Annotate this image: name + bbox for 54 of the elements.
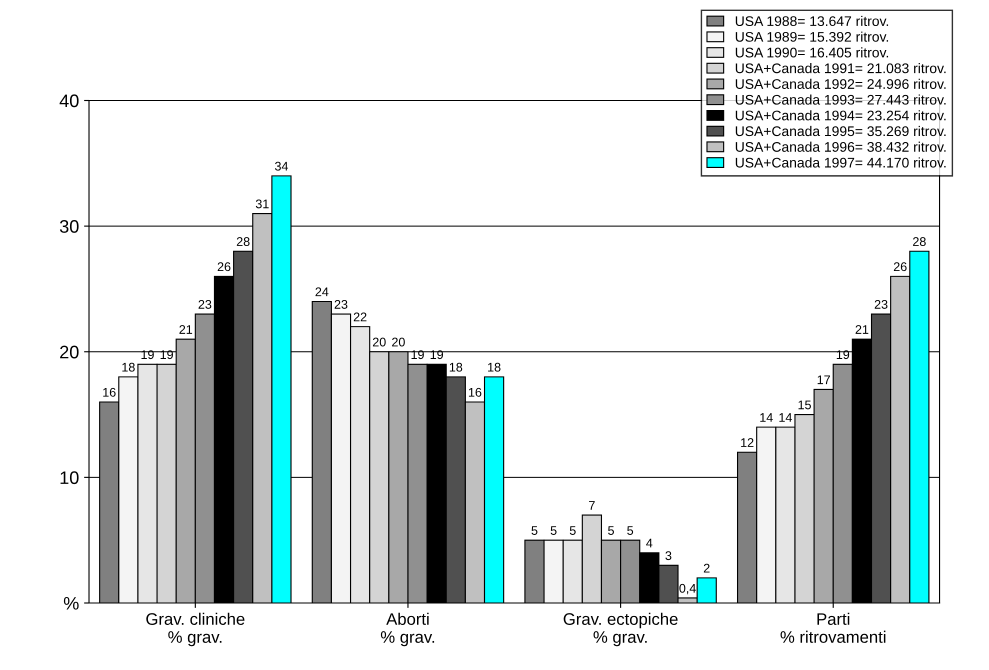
data-label: 28: [913, 237, 926, 246]
data-label: 16: [103, 388, 116, 397]
legend-label: USA 1990= 16.405 ritrov.: [736, 47, 888, 58]
data-label: 0,4: [679, 584, 696, 594]
legend-label: USA 1989= 15.392 ritrov.: [736, 32, 888, 42]
legend-label: USA+Canada 1995= 35.269 ritrov.: [736, 126, 946, 136]
data-label: 17: [818, 375, 830, 384]
x-tick-label: Grav. ectopiche % grav.: [564, 612, 678, 646]
data-label: 5: [550, 526, 557, 535]
data-label: 15: [798, 400, 811, 410]
data-label: 23: [874, 300, 888, 309]
legend-label: USA+Canada 1991= 21.083 ritrov.: [736, 63, 946, 74]
data-label: 16: [468, 388, 482, 397]
data-label: 7: [589, 501, 595, 510]
y-tick-label: 30: [60, 220, 79, 233]
legend-label: USA+Canada 1993= 27.443 ritrov.: [736, 94, 946, 105]
y-tick-label: 20: [60, 346, 79, 358]
data-label: 12: [741, 438, 754, 447]
data-label: 23: [198, 300, 212, 309]
legend-label: USA 1988= 13.647 ritrov.: [736, 16, 888, 26]
legend-label: USA+Canada 1997= 44.170 ritrov.: [736, 157, 946, 168]
data-label: 31: [256, 199, 269, 208]
data-label: 18: [488, 362, 500, 372]
data-label: 22: [354, 312, 366, 322]
data-label: 24: [316, 287, 328, 296]
data-label: 4: [646, 538, 652, 548]
data-label: 26: [894, 262, 907, 272]
legend-label: USA+Canada 1992= 24.996 ritrov.: [736, 78, 946, 89]
data-label: 2: [704, 564, 710, 573]
x-tick-label: Parti % ritrovamenti: [780, 612, 886, 643]
y-tick-label: 10: [60, 471, 79, 484]
data-label: 21: [856, 325, 868, 334]
data-label: 20: [392, 338, 405, 346]
data-label: 18: [122, 362, 135, 372]
y-tick-label: 40: [60, 94, 79, 108]
legend-label: USA+Canada 1996= 38.432 ritrov.: [736, 142, 946, 152]
data-label: 5: [627, 526, 634, 535]
data-label: 14: [760, 413, 773, 422]
data-label: 18: [450, 362, 462, 372]
x-tick-label: Grav. cliniche % grav.: [146, 612, 244, 646]
data-label: 20: [372, 338, 386, 346]
data-label: 5: [532, 526, 538, 535]
data-label: 5: [570, 526, 576, 535]
y-tick-label: %: [64, 597, 79, 610]
data-label: 5: [608, 526, 614, 535]
data-label: 23: [334, 300, 348, 309]
data-label: 34: [274, 162, 288, 171]
x-tick-label: Aborti % grav.: [380, 612, 434, 646]
data-label: 14: [779, 413, 792, 422]
data-label: 3: [665, 551, 672, 560]
legend-label: USA+Canada 1994= 23.254 ritrov.: [736, 110, 946, 120]
data-label: 28: [236, 237, 250, 246]
data-label: 21: [179, 325, 192, 334]
data-label: 26: [218, 262, 230, 272]
